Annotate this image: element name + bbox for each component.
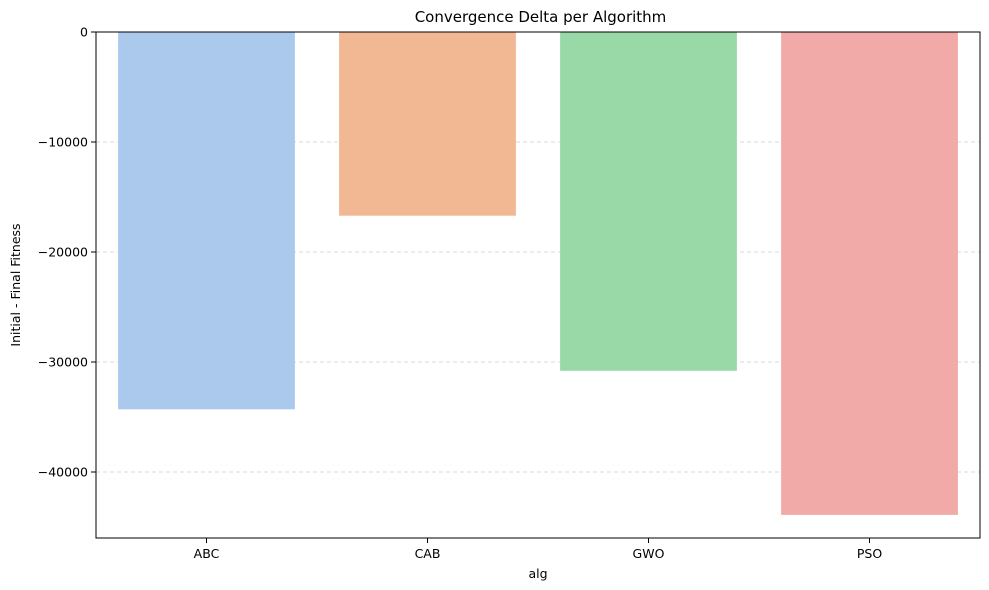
y-tick-label: −10000 bbox=[38, 135, 88, 150]
y-axis-label: Initial - Final Fitness bbox=[8, 223, 23, 346]
y-tick-label: −20000 bbox=[38, 245, 88, 260]
x-tick-label: CAB bbox=[415, 546, 441, 561]
y-tick-label: −30000 bbox=[38, 355, 88, 370]
chart-title: Convergence Delta per Algorithm bbox=[415, 8, 667, 26]
y-tick-label: 0 bbox=[80, 25, 88, 40]
bar-cab bbox=[339, 32, 516, 216]
bar-pso bbox=[781, 32, 958, 515]
x-tick-label: GWO bbox=[633, 546, 665, 561]
x-tick-label: PSO bbox=[857, 546, 882, 561]
y-axis-ticks: 0 −10000 −20000 −30000 −40000 bbox=[38, 25, 96, 480]
x-axis-ticks: ABC CAB GWO PSO bbox=[194, 538, 882, 561]
axes bbox=[95, 31, 981, 539]
x-tick-label: ABC bbox=[194, 546, 220, 561]
bar-abc bbox=[118, 32, 295, 410]
bar-gwo bbox=[560, 32, 737, 371]
y-tick-label: −40000 bbox=[38, 465, 88, 480]
x-axis-label: alg bbox=[528, 566, 547, 581]
plot-frame bbox=[95, 31, 981, 539]
bars bbox=[118, 32, 958, 515]
